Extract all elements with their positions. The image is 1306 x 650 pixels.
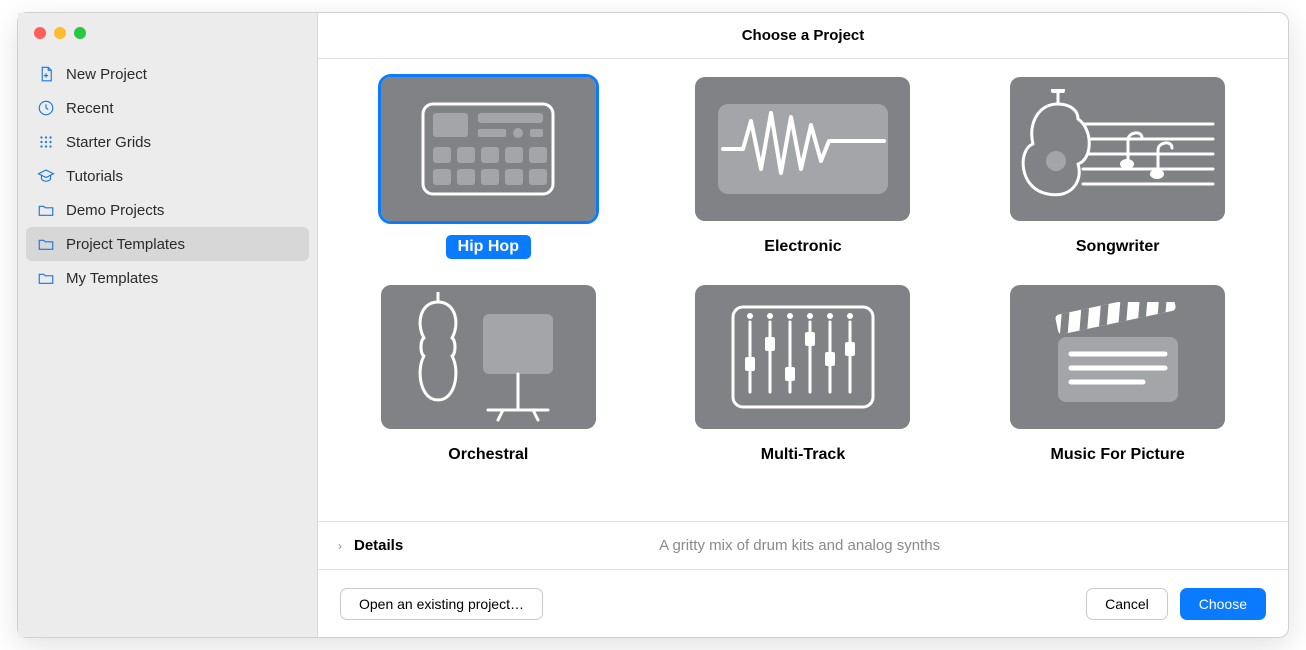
folder-icon xyxy=(36,200,56,220)
template-multi-track[interactable]: Multi-Track xyxy=(695,285,910,467)
template-hip-hop[interactable]: Hip Hop xyxy=(381,77,596,259)
graduation-icon xyxy=(36,166,56,186)
close-window-button[interactable] xyxy=(34,27,46,39)
footer: Open an existing project… Cancel Choose xyxy=(318,569,1288,637)
sidebar-item-demo-projects[interactable]: Demo Projects xyxy=(26,193,309,227)
template-label: Songwriter xyxy=(1064,235,1172,259)
violin-icon xyxy=(381,285,596,429)
sidebar: New Project Recent Starter Grids Tutorials D… xyxy=(18,13,318,637)
drum-machine-icon xyxy=(381,77,596,221)
template-label: Orchestral xyxy=(436,443,540,467)
template-label: Hip Hop xyxy=(446,235,531,259)
window-controls xyxy=(18,13,317,57)
sidebar-item-project-templates[interactable]: Project Templates xyxy=(26,227,309,261)
details-bar[interactable]: › Details A gritty mix of drum kits and … xyxy=(318,521,1288,569)
document-new-icon xyxy=(36,64,56,84)
sidebar-item-label: Tutorials xyxy=(66,168,123,185)
template-music-for-picture[interactable]: Music For Picture xyxy=(1010,285,1225,467)
folder-icon xyxy=(36,268,56,288)
window-title: Choose a Project xyxy=(318,13,1288,59)
sidebar-item-label: Starter Grids xyxy=(66,134,151,151)
folder-icon xyxy=(36,234,56,254)
template-label: Music For Picture xyxy=(1039,443,1197,467)
guitar-icon xyxy=(1010,77,1225,221)
minimize-window-button[interactable] xyxy=(54,27,66,39)
details-description: A gritty mix of drum kits and analog syn… xyxy=(331,537,1268,554)
template-electronic[interactable]: Electronic xyxy=(695,77,910,259)
main-panel: Choose a Project Hip Hop Electronic Songwr… xyxy=(318,13,1288,637)
zoom-window-button[interactable] xyxy=(74,27,86,39)
sidebar-item-recent[interactable]: Recent xyxy=(26,91,309,125)
sidebar-item-label: Project Templates xyxy=(66,236,185,253)
sidebar-item-label: My Templates xyxy=(66,270,158,287)
mixer-icon xyxy=(695,285,910,429)
template-grid: Hip Hop Electronic Songwriter Orchestral Mul… xyxy=(318,59,1288,521)
sidebar-item-my-templates[interactable]: My Templates xyxy=(26,261,309,295)
sidebar-item-label: Recent xyxy=(66,100,114,117)
open-existing-button[interactable]: Open an existing project… xyxy=(340,588,543,620)
grid-icon xyxy=(36,132,56,152)
cancel-button[interactable]: Cancel xyxy=(1086,588,1168,620)
sidebar-item-new-project[interactable]: New Project xyxy=(26,57,309,91)
template-label: Electronic xyxy=(752,235,853,259)
choose-button[interactable]: Choose xyxy=(1180,588,1266,620)
clapper-icon xyxy=(1010,285,1225,429)
template-orchestral[interactable]: Orchestral xyxy=(381,285,596,467)
template-label: Multi-Track xyxy=(749,443,857,467)
clock-icon xyxy=(36,98,56,118)
waveform-icon xyxy=(695,77,910,221)
sidebar-item-tutorials[interactable]: Tutorials xyxy=(26,159,309,193)
sidebar-item-starter-grids[interactable]: Starter Grids xyxy=(26,125,309,159)
template-songwriter[interactable]: Songwriter xyxy=(1010,77,1225,259)
sidebar-item-label: Demo Projects xyxy=(66,202,164,219)
sidebar-item-label: New Project xyxy=(66,66,147,83)
sidebar-list: New Project Recent Starter Grids Tutorials D… xyxy=(18,57,317,295)
